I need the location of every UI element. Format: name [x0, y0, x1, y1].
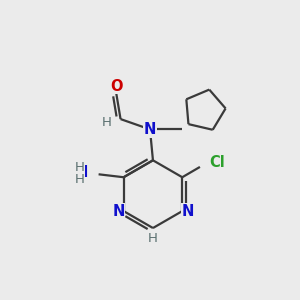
Text: H: H [102, 116, 112, 128]
Text: N: N [144, 122, 156, 137]
Text: H: H [148, 232, 158, 245]
Text: N: N [112, 204, 124, 219]
Text: O: O [110, 79, 122, 94]
Text: H: H [74, 173, 84, 186]
Text: H: H [74, 161, 84, 174]
Text: Cl: Cl [209, 155, 224, 170]
Text: N: N [76, 165, 88, 180]
Text: N: N [182, 204, 194, 219]
